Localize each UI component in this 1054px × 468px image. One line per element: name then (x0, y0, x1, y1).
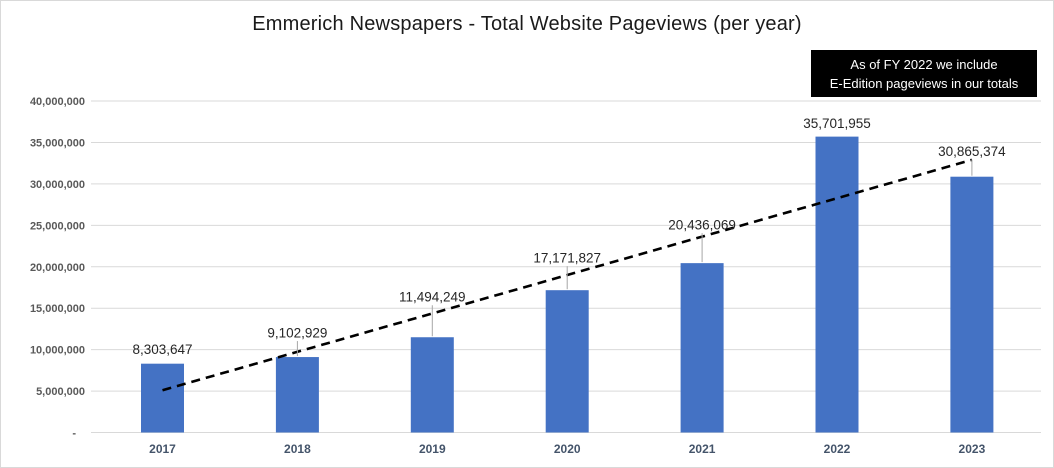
bar-2022 (815, 136, 859, 433)
data-label-leader-lines (296, 159, 973, 357)
x-tick-2019: 2019 (419, 442, 446, 456)
y-tick-35000000: 35,000,000 (30, 137, 85, 149)
bar-2017 (141, 363, 184, 433)
data-label-2022: 35,701,955 (803, 116, 871, 131)
x-tick-2020: 2020 (554, 442, 581, 456)
bar-2023 (950, 176, 994, 433)
y-tick-5000000: 5,000,000 (36, 386, 85, 398)
data-labels: 8,303,647 9,102,929 11,494,249 17,171,827 20… (132, 116, 1006, 357)
bar-2021 (680, 263, 724, 433)
x-tick-2018: 2018 (284, 442, 311, 456)
bar-2019 (410, 337, 454, 433)
data-label-2020: 17,171,827 (533, 251, 601, 266)
x-tick-2017: 2017 (149, 442, 176, 456)
data-label-2019: 11,494,249 (399, 290, 466, 305)
data-label-2017: 8,303,647 (132, 342, 192, 357)
y-tick-0: - (72, 428, 76, 440)
data-label-2018: 9,102,929 (267, 326, 327, 341)
y-tick-10000000: 10,000,000 (30, 345, 85, 357)
x-tick-2022: 2022 (824, 442, 851, 456)
annotation-line-2: E-Edition pageviews in our totals (829, 75, 1019, 91)
bars (141, 136, 994, 433)
x-tick-2021: 2021 (689, 442, 716, 456)
data-label-2023: 30,865,374 (938, 144, 1006, 159)
y-axis-tick-labels: - 5,000,000 10,000,000 15,000,000 20,000,000… (30, 96, 85, 440)
y-tick-40000000: 40,000,000 (30, 96, 85, 108)
chart-title: Emmerich Newspapers - Total Website Page… (252, 13, 802, 35)
x-tick-2023: 2023 (959, 442, 986, 456)
x-axis-tick-labels: 2017 2018 2019 2020 2021 2022 2023 (149, 442, 985, 456)
annotation-line-1: As of FY 2022 we include (850, 56, 998, 72)
y-tick-15000000: 15,000,000 (30, 303, 85, 315)
y-tick-30000000: 30,000,000 (30, 179, 85, 191)
data-label-2021: 20,436,069 (668, 218, 736, 233)
y-tick-25000000: 25,000,000 (30, 220, 85, 232)
y-tick-20000000: 20,000,000 (30, 262, 85, 274)
annotation-box: As of FY 2022 we include E-Edition pagev… (811, 50, 1037, 97)
bar-2018 (275, 357, 319, 433)
bar-2020 (545, 290, 589, 433)
